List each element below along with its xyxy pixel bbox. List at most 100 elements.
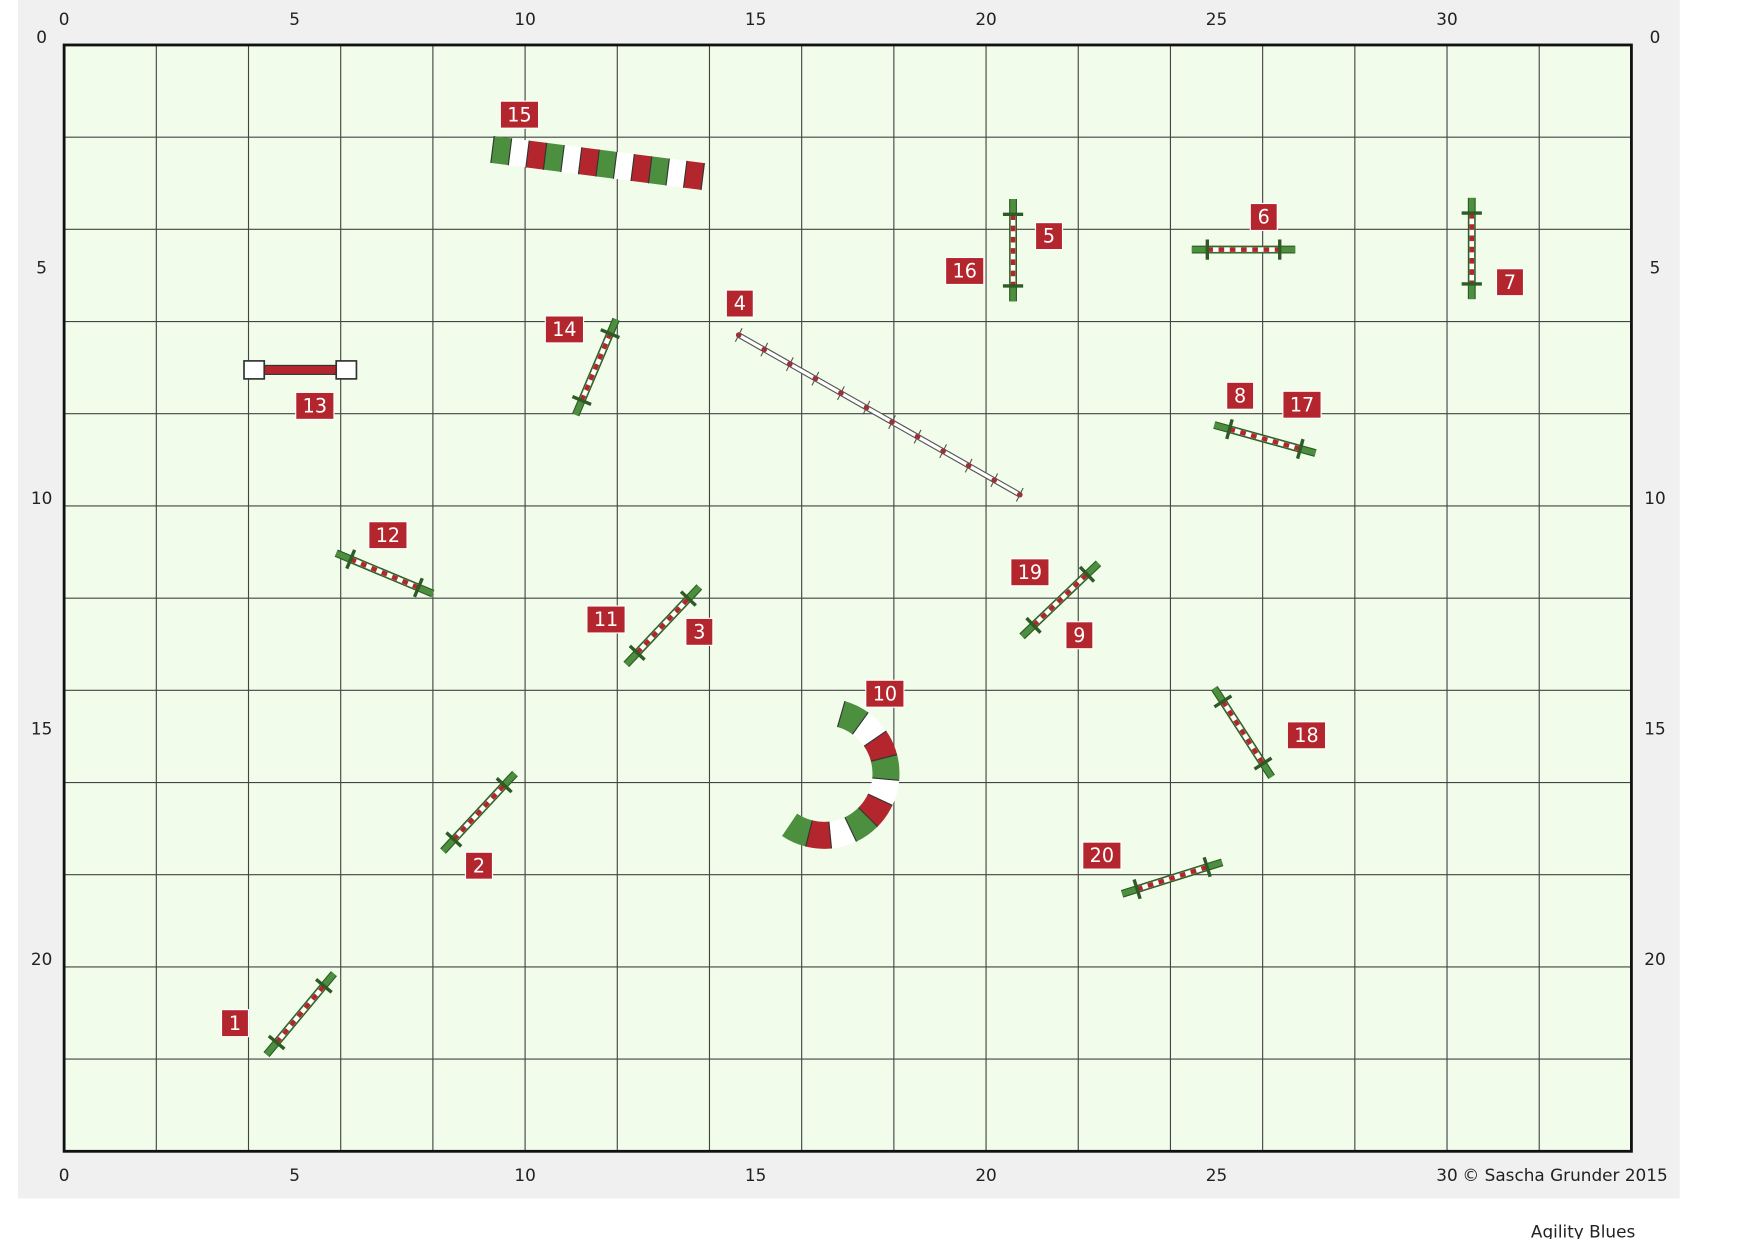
tunnel-rib — [612, 151, 618, 179]
number-badge — [464, 851, 494, 880]
dogwalk-slat — [913, 429, 922, 444]
number-badge — [368, 521, 408, 550]
tunnel-segment — [828, 816, 857, 849]
number-badge — [586, 605, 626, 634]
x-tick-label: 20 — [975, 1165, 996, 1185]
tunnel-segment — [851, 712, 887, 747]
x-tick-label: 30 — [1436, 1165, 1457, 1185]
jump-bar — [349, 557, 420, 590]
dogwalk-slat — [1015, 487, 1024, 502]
dogwalk-slat — [734, 328, 743, 343]
jump-post — [495, 777, 513, 794]
x-tick-label: 25 — [1206, 1165, 1227, 1185]
grid — [64, 44, 1632, 1152]
number-badge — [1010, 558, 1050, 587]
x-tick-label: 15 — [745, 9, 766, 29]
tunnel-rib — [542, 142, 548, 170]
panel-end — [335, 360, 358, 380]
x-tick-label: 10 — [514, 1165, 535, 1185]
dogwalk-slat — [837, 386, 845, 401]
jump — [1461, 197, 1482, 300]
obstacle-number: 19 — [1018, 561, 1042, 584]
jump — [571, 317, 621, 417]
obstacle-number: 14 — [552, 318, 576, 341]
y-tick-label: 20 — [31, 949, 52, 969]
tunnel-rib — [490, 135, 495, 164]
jump-post — [345, 549, 357, 570]
jump-post — [1225, 419, 1234, 440]
jump-bar — [635, 596, 691, 655]
tunnel-segment — [595, 149, 617, 179]
x-tick-label: 15 — [745, 1165, 766, 1185]
x-tick-label: 5 — [289, 1165, 300, 1185]
x-tick-label: 25 — [1206, 9, 1227, 29]
panel-board — [260, 364, 341, 375]
jump-post — [679, 590, 697, 607]
jump-post — [314, 978, 333, 994]
obstacle-number: 20 — [1090, 844, 1114, 867]
number-badge — [295, 391, 335, 420]
number-badge — [1082, 841, 1122, 870]
tunnel-rib — [870, 753, 898, 762]
number-badge — [220, 1009, 250, 1038]
dogwalk-slat — [862, 400, 871, 415]
tunnel-rib — [647, 156, 653, 184]
panel — [243, 360, 358, 380]
jump-post — [571, 395, 592, 407]
tunnel-rib — [872, 777, 900, 781]
obstacle-number: 12 — [376, 524, 400, 547]
tunnel-segment — [844, 807, 878, 842]
obstacle-number: 1 — [229, 1012, 241, 1035]
obstacle-number: 4 — [734, 292, 746, 315]
obstacle-number: 2 — [473, 854, 485, 877]
tunnel-segment — [863, 730, 898, 762]
jump — [263, 971, 337, 1058]
dogwalk-plank — [737, 333, 1021, 497]
tunnel-segment — [782, 813, 813, 847]
x-tick-label: 30 — [1436, 9, 1457, 29]
jump-bar — [579, 332, 613, 402]
tunnel-segment — [648, 156, 670, 186]
number-badge — [544, 315, 585, 344]
x-tick-label: 10 — [514, 9, 535, 29]
jump — [1120, 856, 1224, 900]
course-title: Agility Blues — [1531, 1221, 1635, 1239]
obstacle-number: 17 — [1290, 393, 1314, 416]
y-tick-label: 0 — [36, 27, 47, 47]
y-tick-label: 10 — [31, 488, 52, 508]
tunnel-segment — [836, 701, 869, 735]
number-badge — [725, 289, 754, 318]
number-badge — [865, 679, 905, 708]
x-tick-label: 20 — [975, 9, 996, 29]
jump-bar — [1136, 864, 1208, 892]
tunnel-rib — [682, 160, 688, 188]
jump-bar — [1221, 700, 1265, 765]
dogwalk-slat — [888, 415, 896, 430]
obstacles — [243, 135, 1482, 1058]
obstacle-number: 18 — [1294, 724, 1318, 747]
jump-post — [600, 328, 621, 340]
jump — [1213, 419, 1317, 460]
number-badge — [1286, 721, 1327, 750]
tunnel-rib — [844, 816, 857, 842]
obstacle-number: 10 — [873, 682, 897, 705]
jump-post — [1025, 616, 1042, 634]
jump — [1019, 560, 1102, 640]
tunnel-segment — [543, 142, 565, 172]
tunnel-segment — [630, 154, 652, 184]
jump-post — [445, 831, 463, 848]
obstacle-number: 11 — [594, 608, 618, 631]
jump-bar — [1228, 427, 1301, 452]
tunnel-segment — [613, 151, 635, 181]
number-badge — [1065, 621, 1094, 650]
y-tick-label: 10 — [1644, 488, 1665, 508]
tunnel-rib — [700, 162, 705, 191]
number-badge — [685, 617, 714, 646]
dogwalk-slat — [760, 342, 769, 357]
tunnel-rib — [867, 793, 893, 806]
dogwalk — [734, 328, 1024, 502]
y-tick-label: 15 — [31, 719, 52, 739]
tunnel-segment — [805, 820, 832, 849]
tunnel-rib — [805, 820, 813, 847]
tunnel-rib — [836, 700, 846, 728]
